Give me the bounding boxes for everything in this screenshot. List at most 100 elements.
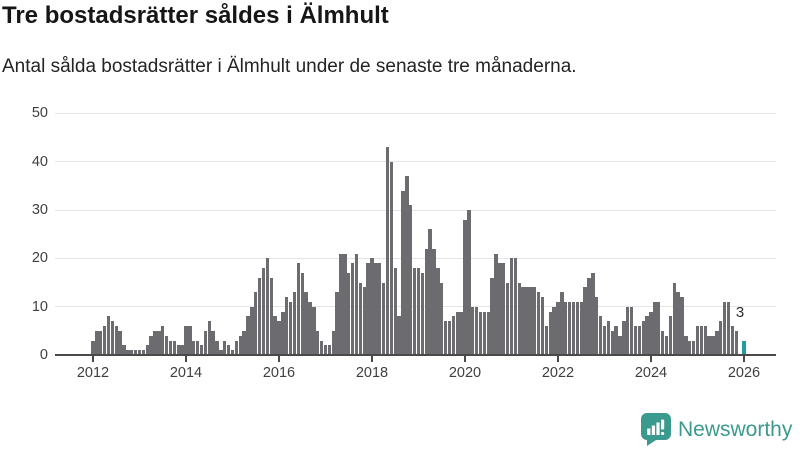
bar-2025-11 bbox=[734, 330, 738, 355]
x-tick-2014 bbox=[185, 356, 187, 362]
bar-2015-08 bbox=[257, 277, 262, 355]
bar-2012-06 bbox=[110, 321, 115, 355]
bar-2018-07 bbox=[393, 268, 397, 355]
bar-2023-02 bbox=[606, 321, 611, 355]
bar-2019-09 bbox=[447, 321, 452, 355]
bar-2021-09 bbox=[540, 297, 545, 355]
bar-2016-02 bbox=[281, 311, 285, 355]
last-value-label: 3 bbox=[735, 304, 745, 322]
bar-2025-04 bbox=[707, 335, 711, 355]
bar-2014-06 bbox=[203, 330, 208, 355]
bar-2018-10 bbox=[405, 176, 409, 355]
bar-2019-10 bbox=[451, 316, 456, 355]
bar-2022-05 bbox=[571, 301, 576, 355]
bar-2021-03 bbox=[517, 282, 521, 355]
bar-2020-12 bbox=[505, 282, 510, 355]
bar-2020-04 bbox=[474, 306, 479, 355]
bar-2012-02 bbox=[95, 330, 99, 355]
bar-2025-09 bbox=[726, 301, 731, 355]
bar-2020-03 bbox=[471, 306, 475, 355]
gridline-40 bbox=[55, 161, 776, 163]
bar-2017-09 bbox=[354, 253, 359, 355]
bar-2022-04 bbox=[567, 301, 572, 355]
x-axis-label-2026: 2026 bbox=[727, 365, 761, 381]
bar-2017-11 bbox=[362, 287, 366, 355]
bar-2018-08 bbox=[397, 316, 401, 355]
bar-2021-12 bbox=[552, 306, 556, 355]
bar-2020-02 bbox=[467, 210, 471, 355]
bar-2024-11 bbox=[688, 340, 692, 355]
bar-2023-10 bbox=[637, 326, 642, 355]
brand-name: Newsworthy bbox=[678, 417, 793, 441]
bar-2013-05 bbox=[153, 330, 157, 355]
bar-2013-12 bbox=[180, 345, 184, 355]
gridline-30 bbox=[55, 209, 776, 211]
bar-2021-11 bbox=[548, 311, 552, 355]
bar-2023-09 bbox=[633, 326, 638, 355]
bar-2014-12 bbox=[226, 345, 231, 355]
bar-2016-04 bbox=[288, 301, 293, 355]
bar-2016-01 bbox=[277, 321, 281, 355]
newsworthy-logo-icon bbox=[641, 412, 671, 446]
bar-2019-02 bbox=[420, 272, 425, 355]
x-axis-label-2018: 2018 bbox=[355, 365, 389, 381]
bar-2013-08 bbox=[164, 335, 169, 355]
bar-2021-04 bbox=[521, 287, 525, 355]
bar-2016-11 bbox=[316, 330, 320, 355]
brand-footer[interactable]: Newsworthy bbox=[641, 412, 792, 446]
bar-2024-07 bbox=[672, 282, 676, 355]
bar-2019-01 bbox=[416, 268, 421, 355]
bar-2014-11 bbox=[223, 340, 227, 355]
bar-2023-06 bbox=[622, 321, 626, 355]
bar-2024-09 bbox=[680, 297, 684, 355]
bar-2018-12 bbox=[412, 268, 417, 355]
bar-2013-09 bbox=[168, 340, 173, 355]
bar-2022-12 bbox=[598, 316, 603, 355]
bar-2024-01 bbox=[649, 311, 653, 355]
bar-2012-09 bbox=[122, 345, 126, 355]
bar-2019-06 bbox=[436, 268, 440, 355]
bar-2017-10 bbox=[358, 282, 363, 355]
x-axis-label-2020: 2020 bbox=[448, 365, 482, 381]
bar-2024-10 bbox=[684, 335, 688, 355]
bar-2021-08 bbox=[536, 292, 541, 355]
bar-2020-07 bbox=[486, 311, 490, 355]
bar-2017-02 bbox=[327, 345, 332, 355]
bar-2022-10 bbox=[591, 272, 595, 355]
bar-2015-10 bbox=[265, 258, 270, 355]
bar-2018-11 bbox=[409, 205, 413, 355]
bar-2019-07 bbox=[440, 282, 444, 355]
bar-2023-08 bbox=[629, 306, 634, 355]
bar-2015-07 bbox=[254, 292, 258, 355]
bar-2022-01 bbox=[556, 301, 560, 355]
y-axis-label-20: 20 bbox=[31, 250, 48, 267]
bar-2016-10 bbox=[312, 306, 316, 355]
x-tick-2018 bbox=[371, 356, 373, 362]
bar-2020-05 bbox=[478, 311, 483, 355]
bar-2024-05 bbox=[664, 335, 669, 355]
bar-2021-05 bbox=[525, 287, 529, 355]
x-tick-2016 bbox=[278, 356, 280, 362]
bar-2023-11 bbox=[641, 321, 645, 355]
bar-2015-09 bbox=[261, 268, 266, 355]
x-axis-label-2022: 2022 bbox=[541, 365, 575, 381]
y-axis-label-10: 10 bbox=[31, 298, 48, 315]
y-axis-label-50: 50 bbox=[31, 105, 48, 122]
x-axis-label-2012: 2012 bbox=[76, 365, 110, 381]
bar-2025-05 bbox=[711, 335, 715, 355]
bar-2019-03 bbox=[424, 248, 428, 355]
x-tick-2012 bbox=[92, 356, 94, 362]
bar-2023-07 bbox=[626, 306, 630, 355]
bar-2017-07 bbox=[347, 272, 351, 355]
x-tick-2026 bbox=[743, 356, 745, 362]
x-tick-2024 bbox=[650, 356, 652, 362]
bar-2016-12 bbox=[319, 340, 324, 355]
bar-2015-06 bbox=[250, 306, 254, 355]
bar-2012-03 bbox=[99, 330, 103, 355]
bar-2025-02 bbox=[699, 326, 704, 355]
bar-2019-12 bbox=[459, 311, 463, 355]
bar-2020-11 bbox=[502, 263, 506, 355]
bar-2024-04 bbox=[660, 330, 665, 355]
bar-2015-12 bbox=[273, 316, 277, 355]
bar-2017-12 bbox=[366, 263, 370, 355]
